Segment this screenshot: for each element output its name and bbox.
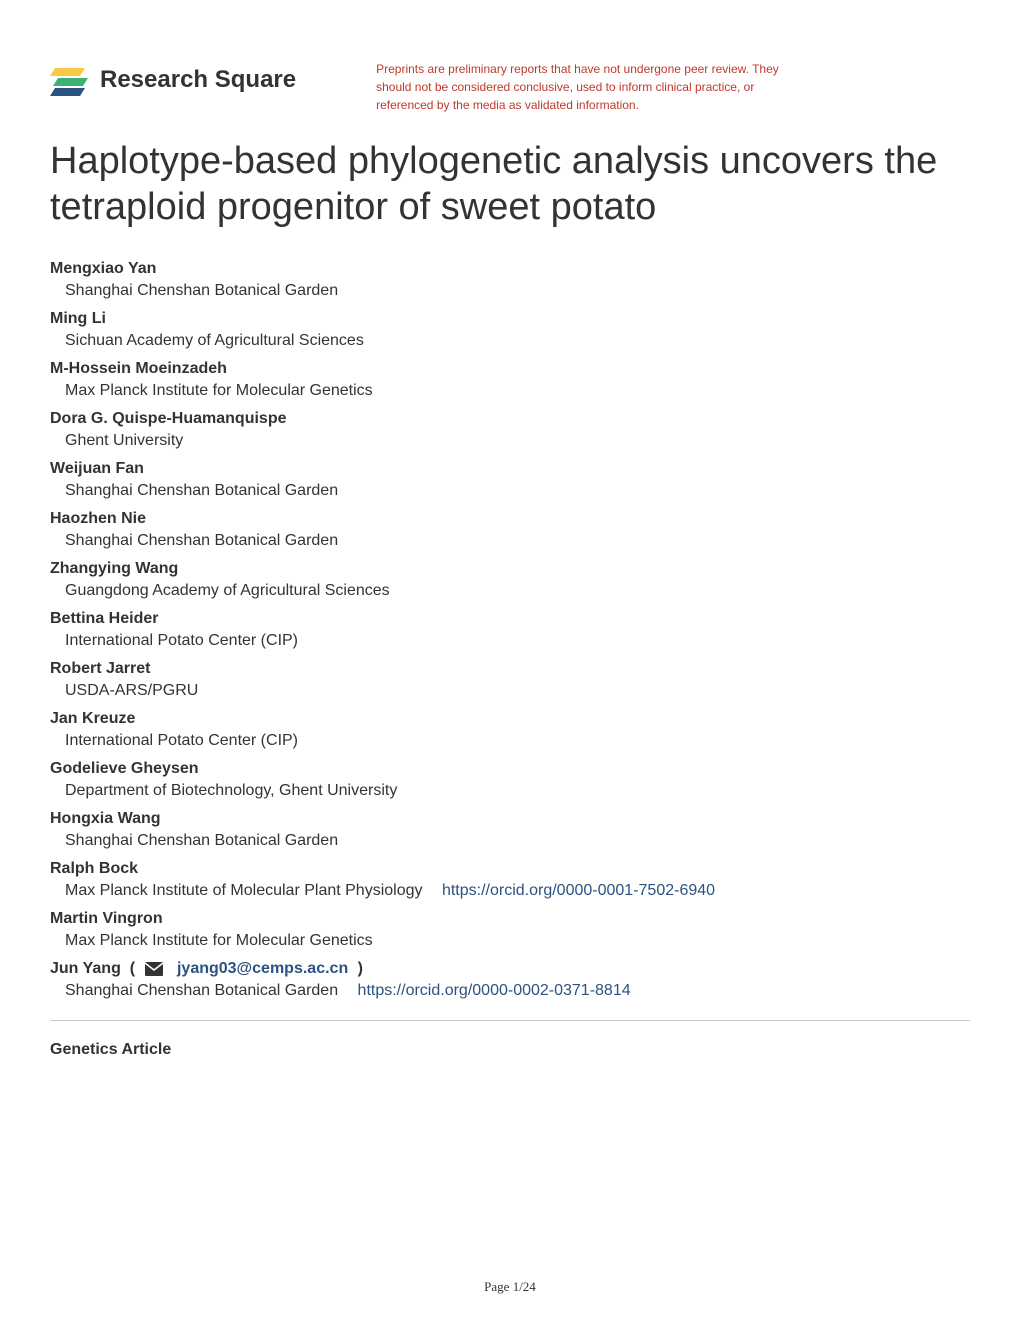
author-name: Dora G. Quispe-Huamanquispe (50, 410, 970, 428)
author-block: Zhangying Wang Guangdong Academy of Agri… (50, 560, 970, 600)
author-affiliation: Guangdong Academy of Agricultural Scienc… (50, 582, 970, 600)
author-block: Bettina Heider International Potato Cent… (50, 610, 970, 650)
preprint-disclaimer: Preprints are preliminary reports that h… (376, 60, 806, 114)
author-name: Godelieve Gheysen (50, 760, 970, 778)
author-name: Ming Li (50, 310, 970, 328)
author-affiliation: Department of Biotechnology, Ghent Unive… (50, 782, 970, 800)
author-block: Mengxiao Yan Shanghai Chenshan Botanical… (50, 260, 970, 300)
mail-icon (145, 962, 163, 976)
authors-list: Mengxiao Yan Shanghai Chenshan Botanical… (50, 260, 970, 1000)
author-name-text: Jun Yang (50, 960, 121, 977)
author-block: Ming Li Sichuan Academy of Agricultural … (50, 310, 970, 350)
author-block: Jan Kreuze International Potato Center (… (50, 710, 970, 750)
affiliation-text: Max Planck Institute of Molecular Plant … (65, 882, 423, 899)
corresponding-marker: ( jyang03@cemps.ac.cn ) (125, 960, 363, 978)
header-section: Research Square Preprints are preliminar… (50, 60, 970, 114)
author-block: Haozhen Nie Shanghai Chenshan Botanical … (50, 510, 970, 550)
author-name: Bettina Heider (50, 610, 970, 628)
article-type: Genetics Article (50, 1041, 970, 1059)
author-block: Dora G. Quispe-Huamanquispe Ghent Univer… (50, 410, 970, 450)
author-affiliation: Max Planck Institute for Molecular Genet… (50, 932, 970, 950)
page-number: Page 1/24 (484, 1279, 536, 1295)
author-affiliation: USDA-ARS/PGRU (50, 682, 970, 700)
author-affiliation: Shanghai Chenshan Botanical Garden (50, 282, 970, 300)
author-affiliation: Shanghai Chenshan Botanical Garden https… (50, 982, 970, 1000)
author-name: Ralph Bock (50, 860, 970, 878)
author-affiliation: Sichuan Academy of Agricultural Sciences (50, 332, 970, 350)
paper-title: Haplotype-based phylogenetic analysis un… (50, 139, 970, 230)
author-name: Weijuan Fan (50, 460, 970, 478)
author-name: Mengxiao Yan (50, 260, 970, 278)
author-name: Zhangying Wang (50, 560, 970, 578)
author-name: Haozhen Nie (50, 510, 970, 528)
author-affiliation: Shanghai Chenshan Botanical Garden (50, 482, 970, 500)
author-affiliation: Shanghai Chenshan Botanical Garden (50, 532, 970, 550)
author-block: M-Hossein Moeinzadeh Max Planck Institut… (50, 360, 970, 400)
author-affiliation: Max Planck Institute of Molecular Plant … (50, 882, 970, 900)
author-affiliation: International Potato Center (CIP) (50, 632, 970, 650)
author-block: Hongxia Wang Shanghai Chenshan Botanical… (50, 810, 970, 850)
orcid-link[interactable]: https://orcid.org/0000-0001-7502-6940 (442, 882, 715, 899)
author-block: Robert Jarret USDA-ARS/PGRU (50, 660, 970, 700)
logo-text: Research Square (100, 66, 296, 94)
author-name: Jan Kreuze (50, 710, 970, 728)
author-block: Martin Vingron Max Planck Institute for … (50, 910, 970, 950)
author-affiliation: International Potato Center (CIP) (50, 732, 970, 750)
affiliation-text: Shanghai Chenshan Botanical Garden (65, 982, 338, 999)
author-name: M-Hossein Moeinzadeh (50, 360, 970, 378)
author-block: Jun Yang ( jyang03@cemps.ac.cn ) Shangha… (50, 960, 970, 1000)
author-name: Martin Vingron (50, 910, 970, 928)
author-block: Godelieve Gheysen Department of Biotechn… (50, 760, 970, 800)
email-link[interactable]: jyang03@cemps.ac.cn (177, 960, 348, 978)
author-name: Jun Yang ( jyang03@cemps.ac.cn ) (50, 960, 970, 978)
logo-area: Research Square (50, 60, 296, 100)
author-name: Robert Jarret (50, 660, 970, 678)
author-affiliation: Ghent University (50, 432, 970, 450)
research-square-logo-icon (50, 60, 90, 100)
author-affiliation: Shanghai Chenshan Botanical Garden (50, 832, 970, 850)
author-block: Weijuan Fan Shanghai Chenshan Botanical … (50, 460, 970, 500)
orcid-link[interactable]: https://orcid.org/0000-0002-0371-8814 (358, 982, 631, 999)
section-divider (50, 1020, 970, 1021)
author-affiliation: Max Planck Institute for Molecular Genet… (50, 382, 970, 400)
author-name: Hongxia Wang (50, 810, 970, 828)
author-block: Ralph Bock Max Planck Institute of Molec… (50, 860, 970, 900)
